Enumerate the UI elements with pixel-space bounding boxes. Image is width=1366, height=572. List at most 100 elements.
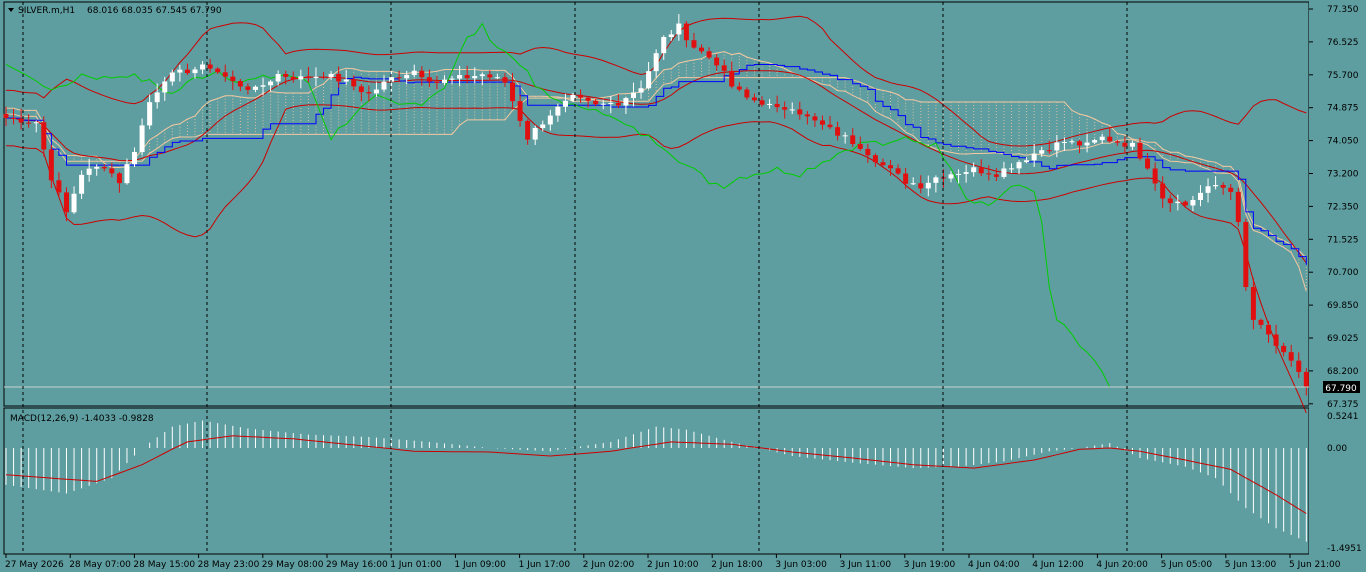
bullish-candle [169,72,175,82]
macd-label: MACD(12,26,9) -1.4033 -0.9828 [10,414,154,424]
bullish-candle [1084,142,1090,146]
time-label: 1 Jun 17:00 [519,560,571,570]
price-label: 74.050 [1327,137,1359,147]
macd-panel[interactable]: MACD(12,26,9) -1.4033 -0.9828 [3,407,1310,555]
time-label: 4 Jun 04:00 [968,560,1020,570]
bullish-candle [268,81,274,86]
price-label: 68.200 [1327,367,1359,377]
bullish-candle [1008,168,1014,170]
bearish-candle [1145,158,1151,169]
bearish-candle [744,89,750,98]
bearish-candle [691,40,697,48]
time-label: 4 Jun 12:00 [1032,560,1084,570]
bearish-candle [18,118,24,123]
bullish-candle [570,94,576,101]
bullish-candle [139,125,145,153]
triangle-down-icon[interactable] [8,8,14,12]
bullish-candle [1175,201,1181,204]
bearish-candle [812,116,818,121]
bearish-candle [502,77,508,83]
bullish-candle [1069,141,1075,143]
bullish-candle [555,106,561,116]
bearish-candle [918,183,924,189]
bearish-candle [683,23,689,41]
bearish-candle [351,79,357,87]
bullish-candle [1099,136,1105,141]
time-label: 27 May 2026 [5,560,64,570]
bearish-candle [336,73,342,82]
bullish-candle [411,70,417,75]
bullish-candle [479,74,485,77]
bearish-candle [1235,191,1241,222]
bullish-candle [653,53,659,72]
price-label: 76.525 [1327,38,1359,48]
time-axis: 27 May 2026 28 May 07:00 28 May 15:00 28 Ma… [5,554,1341,570]
chikou-line [5,22,1111,388]
bearish-candle [585,97,591,101]
bullish-candle [147,102,153,126]
bearish-candle [222,72,228,77]
time-label: 1 Jun 01:00 [390,560,442,570]
bearish-candle [1250,287,1256,320]
bearish-candle [1046,150,1052,152]
bearish-candle [396,77,402,79]
bearish-candle [230,76,236,82]
bullish-candle [1039,150,1045,154]
price-label: 73.200 [1327,170,1359,180]
price-label: 69.850 [1327,301,1359,311]
time-label: 5 Jun 05:00 [1161,560,1213,570]
price-label: 69.025 [1327,334,1359,344]
bearish-candle [237,81,243,87]
bearish-candle [1137,142,1143,159]
time-label: 2 Jun 02:00 [583,560,635,570]
bearish-candle [517,101,523,121]
macd-axis-label: 0.00 [1327,444,1347,454]
macd-histogram [5,420,1307,542]
bullish-candle [1197,192,1203,200]
bullish-candle [200,64,206,70]
bearish-candle [1182,201,1188,206]
bearish-candle [464,75,470,79]
bullish-candle [547,115,553,125]
bearish-candle [774,103,780,108]
bullish-candle [948,174,954,179]
bullish-candle [789,109,795,111]
time-label: 28 May 15:00 [133,560,195,570]
bearish-candle [993,174,999,177]
bullish-candle [1205,186,1211,193]
bullish-candle [313,76,319,79]
price-label: 70.700 [1327,268,1359,278]
candlesticks [3,14,1309,396]
bullish-candle [260,85,266,87]
macd-axis-label: 0.5241 [1327,412,1359,422]
bearish-candle [819,120,825,125]
bullish-candle [562,100,568,107]
bearish-candle [1220,185,1226,188]
bullish-candle [646,71,652,89]
bullish-candle [94,166,100,169]
bullish-candle [1092,140,1098,143]
time-label: 3 Jun 19:00 [904,560,956,570]
current-price-box [1323,381,1360,393]
time-label: 5 Jun 21:00 [1289,560,1341,570]
bullish-candle [154,92,160,103]
bearish-candle [56,180,62,193]
bearish-candle [184,69,190,74]
bullish-candle [676,23,682,35]
bullish-candle [638,88,644,93]
bearish-candle [26,122,32,124]
bullish-candle [661,37,667,54]
bearish-candle [804,114,810,117]
price-axis: 77.350 76.525 75.700 74.875 74.050 73.200 72.3… [1309,0,1366,572]
bullish-candle [389,77,395,82]
bearish-candle [1077,141,1083,146]
main-price-panel[interactable]: SILVER.m,H1 68.016 68.035 67.545 67.790 [3,1,1310,414]
bullish-candle [457,75,463,79]
bullish-candle [79,174,85,194]
bearish-candle [865,148,871,156]
bearish-candle [721,65,727,71]
bullish-candle [630,92,636,99]
bearish-candle [41,122,47,150]
bearish-candle [1296,360,1302,372]
